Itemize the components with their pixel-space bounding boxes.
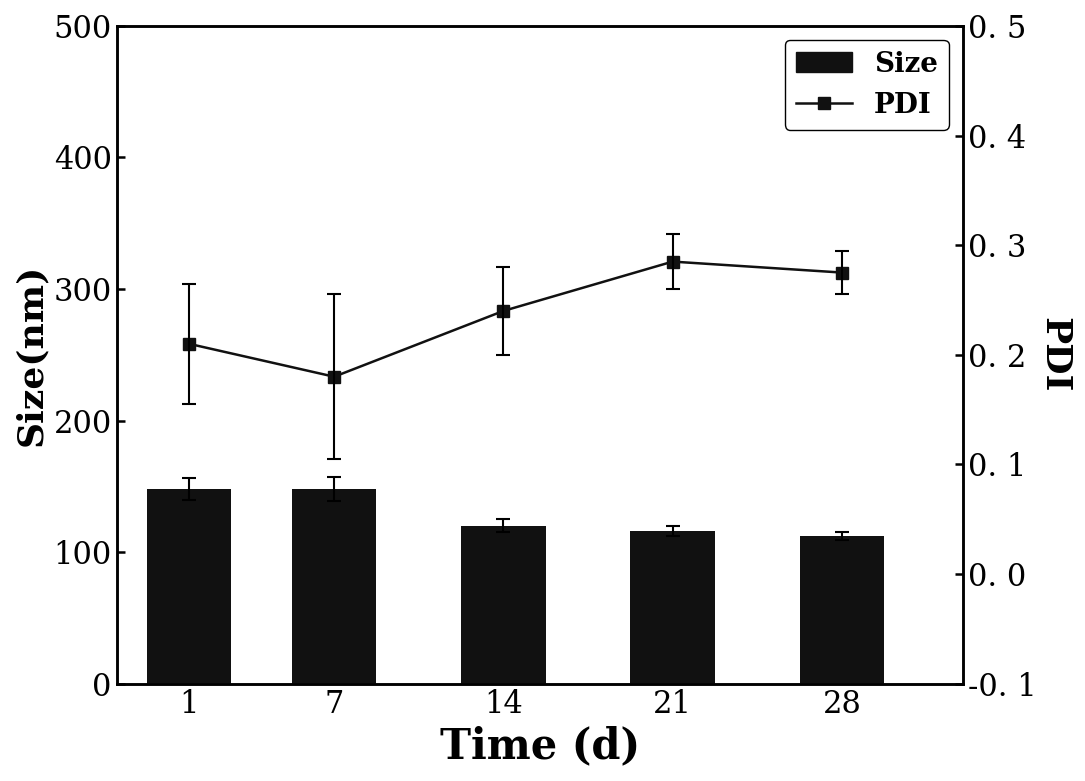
Bar: [630, 531, 715, 683]
Legend: Size, PDI: Size, PDI: [784, 40, 949, 130]
Bar: [146, 489, 231, 683]
Y-axis label: Size(nm): Size(nm): [14, 264, 48, 446]
Y-axis label: PDI: PDI: [1037, 317, 1071, 393]
Bar: [800, 537, 884, 683]
Bar: [292, 489, 376, 683]
Bar: [461, 526, 546, 683]
X-axis label: Time (d): Time (d): [439, 725, 640, 767]
